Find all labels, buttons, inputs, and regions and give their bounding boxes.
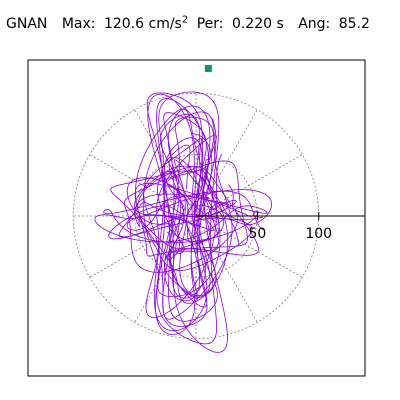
angle-label: Ang: bbox=[298, 16, 331, 32]
angle-value: 85.2 bbox=[338, 16, 370, 32]
max-marker-layer bbox=[204, 65, 212, 73]
orbit-trace-4 bbox=[94, 189, 272, 243]
radial-tick-label-50: 50 bbox=[248, 226, 266, 242]
max-marker bbox=[204, 65, 212, 73]
grid-spoke-210 bbox=[89, 215, 197, 278]
plot-frame bbox=[27, 59, 366, 377]
grid-spoke-300 bbox=[195, 215, 258, 323]
station-code: GNAN bbox=[6, 16, 48, 32]
orbit-trace-5 bbox=[134, 108, 239, 320]
chart-header: GNAN Max: 120.6 cm/s2 Per: 0.220 s Ang: … bbox=[6, 14, 398, 32]
radial-axis: 50 100 bbox=[196, 212, 365, 242]
period-value: 0.220 s bbox=[231, 16, 284, 32]
radial-tick-label-100: 100 bbox=[305, 226, 332, 242]
orbit-traces bbox=[94, 91, 272, 353]
max-value: 120.6 bbox=[103, 16, 145, 32]
max-unit: cm/s2 bbox=[148, 14, 189, 32]
period-label: Per: bbox=[196, 16, 224, 32]
grid-spoke-330 bbox=[195, 215, 303, 278]
max-label: Max: bbox=[61, 16, 96, 32]
